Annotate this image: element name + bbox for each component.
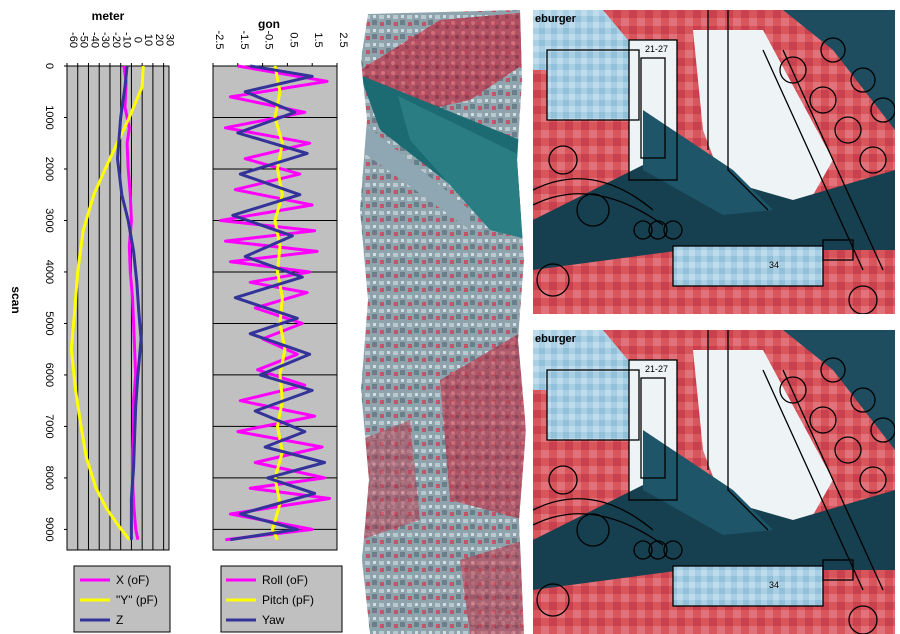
y-tick-label: 2000 <box>43 157 55 181</box>
scan-axis-label: scan <box>9 286 23 313</box>
meter-legend: X (oF) "Y" (pF) Z <box>73 565 171 633</box>
x-tick-label: 0.5 <box>287 32 299 47</box>
x-tick-label: 30 <box>164 34 176 46</box>
map-block-label: 21-27 <box>645 44 668 54</box>
x-tick-label: 10 <box>142 34 154 46</box>
y-tick-label: 6000 <box>43 363 55 387</box>
x-tick-label: -2.5 <box>213 31 225 50</box>
legend-label: Yaw <box>262 613 285 627</box>
x-tick-label: 2.5 <box>337 32 349 47</box>
map-overlay-bottom-image: eburger 21-27 34 <box>533 330 895 634</box>
y-tick-label: 3000 <box>43 208 55 232</box>
y-tick-label: 9000 <box>43 517 55 541</box>
gon-plot-area <box>212 65 338 551</box>
gon-chart-title: gon <box>258 17 280 31</box>
y-tick-label: 4000 <box>43 260 55 284</box>
map-street-label: eburger <box>535 333 577 345</box>
x-tick-label: -0.5 <box>263 31 275 50</box>
series-line <box>230 64 327 542</box>
x-tick-label: -60 <box>67 32 79 48</box>
series-line <box>116 65 143 540</box>
x-tick-label: 20 <box>153 34 165 46</box>
aerial-strip-image <box>360 10 526 634</box>
gon-legend: Roll (oF) Pitch (pF) Yaw <box>220 565 343 633</box>
map-block-label: 34 <box>769 580 779 590</box>
legend-label: X (oF) <box>116 573 149 587</box>
map-overlay-top-image: eburger 21-27 34 <box>533 10 895 314</box>
y-tick-label: 1000 <box>43 105 55 129</box>
y-tick-label: 5000 <box>43 311 55 335</box>
x-tick-label: -50 <box>78 32 90 48</box>
series-line <box>271 65 287 541</box>
x-tick-label: 0 <box>131 37 143 43</box>
x-tick-label: -30 <box>99 32 111 48</box>
legend-label: "Y" (pF) <box>116 593 158 607</box>
x-tick-label: -10 <box>121 32 133 48</box>
legend-label: Z <box>116 613 123 627</box>
x-tick-label: -40 <box>88 32 100 48</box>
y-tick-label: 0 <box>43 63 55 69</box>
legend-label: Roll (oF) <box>262 573 308 587</box>
x-tick-label: -20 <box>110 32 122 48</box>
x-tick-label: 1.5 <box>312 32 324 47</box>
legend-label: Pitch (pF) <box>262 593 314 607</box>
map-block-label: 34 <box>769 260 779 270</box>
y-tick-label: 7000 <box>43 414 55 438</box>
y-tick-label: 8000 <box>43 466 55 490</box>
map-street-label: eburger <box>535 13 577 25</box>
meter-chart-title: meter <box>92 9 125 23</box>
map-block-label: 21-27 <box>645 364 668 374</box>
gon-chart: gon -2.5 -1.5 -0.5 0.5 1.5 2.5 <box>212 17 349 551</box>
x-tick-label: -1.5 <box>238 31 250 50</box>
